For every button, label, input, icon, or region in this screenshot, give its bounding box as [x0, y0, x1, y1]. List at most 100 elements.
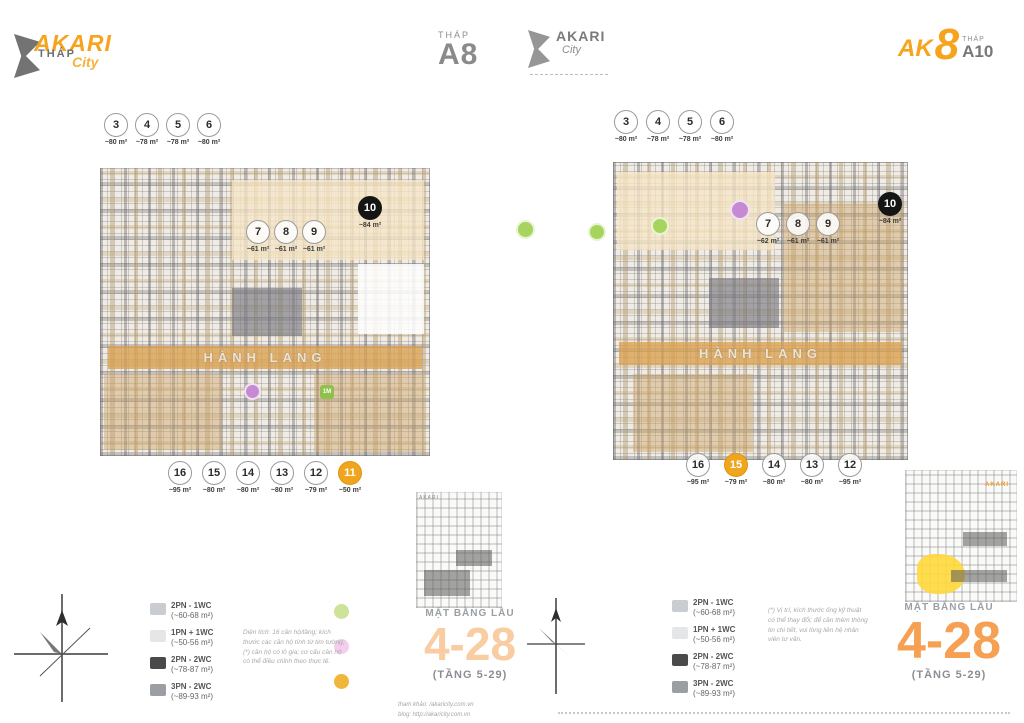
- corridor-band: HÀNH LANG: [619, 342, 902, 365]
- unit-badge: 5 ~78 m²: [166, 113, 190, 146]
- logo-glyph-icon: [528, 30, 550, 68]
- unit-type-dot-green: [588, 223, 606, 241]
- sheet-title-right: AK 8 THÁP A10: [898, 20, 993, 69]
- legend-swatch: [672, 600, 688, 612]
- unit-area: ~80 m²: [800, 479, 824, 486]
- legend-area-range: (~50-56 m²): [171, 638, 214, 647]
- legend-area-range: (~60-68 m²): [693, 608, 736, 617]
- unit-area: ~95 m²: [168, 487, 192, 494]
- unit-number: 4: [135, 113, 159, 137]
- unit-badge: 15 ~80 m²: [202, 461, 226, 494]
- unit-area: ~78 m²: [135, 139, 159, 146]
- unit-area: ~79 m²: [304, 487, 328, 494]
- legend-swatch: [150, 630, 166, 642]
- unit-area: ~79 m²: [724, 479, 748, 486]
- plan-gap: [358, 264, 424, 334]
- keymap-label: AKARI: [985, 482, 1009, 488]
- legend-type: 1PN + 1WC: [171, 628, 214, 637]
- tower-label-small: THÁP: [962, 36, 985, 44]
- compass-icon: [14, 594, 108, 702]
- floor-title-right: MẶT BẰNG LẦU 4-28 (TẦNG 5-29): [878, 602, 1020, 681]
- legend-type: 2PN - 2WC: [171, 655, 212, 664]
- unit-badge: 14 ~80 m²: [762, 453, 786, 486]
- unit-badge: 14 ~80 m²: [236, 461, 260, 494]
- tower-label-small: THÁP: [438, 30, 471, 40]
- title-prefix: AK: [898, 35, 933, 63]
- unit-number: 4: [646, 110, 670, 134]
- legend-row: 2PN - 1WC (~60-68 m²): [672, 598, 735, 618]
- unit-badge: 11 ~50 m²: [338, 461, 362, 494]
- unit-area: ~61 m²: [274, 246, 298, 253]
- unit-area: ~61 m²: [786, 238, 810, 245]
- legend-type: 2PN - 1WC: [693, 598, 734, 607]
- unit-number: 7: [246, 220, 270, 244]
- corridor-band: HÀNH LANG: [108, 346, 422, 369]
- site-keymap-left: AKARI: [416, 492, 502, 608]
- title-number: 8: [934, 20, 960, 69]
- akari-city-logo: AKARI THÁP City: [14, 28, 164, 90]
- unit-row-top-a10: 3 ~80 m² 4 ~78 m² 5 ~78 m² 6 ~80 m²: [614, 110, 734, 143]
- unit-area: ~80 m²: [762, 479, 786, 486]
- unit-number: 6: [710, 110, 734, 134]
- unit-number: 16: [168, 461, 192, 485]
- unit-number: 3: [614, 110, 638, 134]
- legend-swatch: [150, 684, 166, 696]
- tower-a8-label: THÁP A8: [438, 30, 478, 70]
- unit-area: ~95 m²: [686, 479, 710, 486]
- unit-number: 15: [202, 461, 226, 485]
- unit-badge: 3 ~80 m²: [104, 113, 128, 146]
- site-keymap-right: AKARI: [905, 470, 1017, 602]
- floor-title-center: MẶT BẰNG LẦU 4-28 (TẦNG 5-29): [412, 608, 528, 681]
- floor-title-label: MẶT BẰNG LẦU: [904, 602, 994, 613]
- unit-badge: 7 ~62 m²: [756, 212, 780, 245]
- legend-row: 1PN + 1WC (~50-56 m²): [672, 625, 735, 645]
- unit-badge: 13 ~80 m²: [270, 461, 294, 494]
- unit-number: 12: [304, 461, 328, 485]
- legend-swatch: [672, 681, 688, 693]
- floorplan-thap-a8: HÀNH LANG: [100, 168, 430, 456]
- legend-row: 3PN - 2WC (~89-93 m²): [150, 682, 213, 702]
- unit-number: 11: [338, 461, 362, 485]
- plan-zone: [104, 374, 222, 450]
- legend-swatch: [150, 603, 166, 615]
- floorplan-thap-a10: HÀNH LANG: [613, 162, 908, 460]
- elevator-core: [709, 278, 779, 328]
- logo-underline: [530, 74, 608, 75]
- unit-badge: 3 ~80 m²: [614, 110, 638, 143]
- unit-area: ~78 m²: [678, 136, 702, 143]
- keymap-label: AKARI: [419, 495, 440, 501]
- keymap-block: [951, 570, 1007, 582]
- corridor-label: HÀNH LANG: [203, 350, 327, 365]
- unit-badge: 16 ~95 m²: [686, 453, 710, 486]
- unit-number: 8: [274, 220, 298, 244]
- footer-line: tham khảo: /akaricity.com.vn: [398, 702, 474, 708]
- unit-type-legend-left: 2PN - 1WC (~60-68 m²) 1PN + 1WC (~50-56 …: [150, 601, 213, 702]
- floor-range: 4-28: [423, 618, 517, 670]
- unit-area: ~78 m²: [646, 136, 670, 143]
- unit-badge: 7 ~61 m²: [246, 220, 270, 253]
- keymap-block: [963, 532, 1007, 546]
- unit-area: ~84 m²: [878, 218, 902, 225]
- unit-number: 6: [197, 113, 221, 137]
- unit-number: 14: [236, 461, 260, 485]
- floor-sub: (TẦNG 5-29): [432, 669, 508, 681]
- unit-type-dot-purple: [244, 383, 261, 400]
- unit-area: ~50 m²: [338, 487, 362, 494]
- keymap-block: [424, 570, 470, 596]
- plan-zone: [617, 172, 775, 250]
- legend-dot: [334, 604, 349, 619]
- unit-type-legend-right: 2PN - 1WC (~60-68 m²) 1PN + 1WC (~50-56 …: [672, 598, 735, 699]
- legend-area-range: (~89-93 m²): [171, 692, 214, 701]
- legend-type: 2PN - 1WC: [171, 601, 212, 610]
- brand-sub: City: [72, 54, 99, 70]
- unit-number: 8: [786, 212, 810, 236]
- unit-number: 13: [800, 453, 824, 477]
- tower-label-big: A8: [438, 38, 479, 71]
- legend-type: 3PN - 2WC: [693, 679, 734, 688]
- floor-sub: (TẦNG 5-29): [911, 669, 987, 681]
- unit-badge: 13 ~80 m²: [800, 453, 824, 486]
- legend-type: 2PN - 2WC: [693, 652, 734, 661]
- unit-number: 10: [878, 192, 902, 216]
- floor-range: 4-28: [896, 612, 1002, 670]
